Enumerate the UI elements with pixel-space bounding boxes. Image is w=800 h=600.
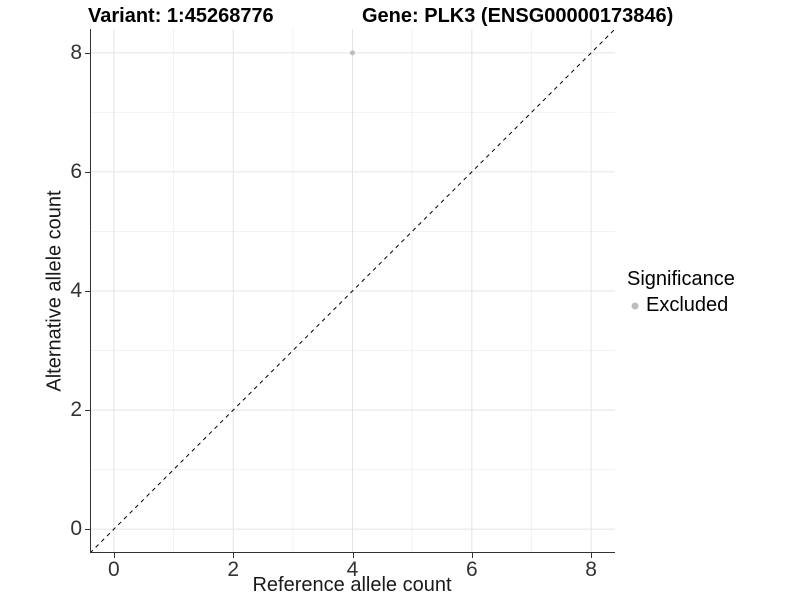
y-tick-mark [85, 291, 90, 292]
y-tick-mark [85, 171, 90, 173]
x-tick-mark [591, 553, 593, 558]
identity-reference-line [90, 29, 615, 553]
x-tick-mark [113, 553, 115, 558]
x-tick-label: 2 [227, 558, 240, 581]
plot-canvas [90, 29, 615, 553]
y-tick-label: 4 [70, 279, 82, 302]
legend: Significance Excluded [627, 268, 735, 317]
legend-title: Significance [627, 268, 735, 290]
y-tick-label: 8 [70, 40, 82, 64]
excluded-point-icon [631, 302, 639, 309]
x-axis-label: Reference allele count [252, 574, 452, 596]
x-tick-mark [471, 553, 473, 558]
data-point-excluded [350, 50, 355, 56]
legend-item-label: Excluded [646, 294, 729, 316]
y-tick-label: 0 [70, 517, 82, 541]
plot-title-gene: Gene: PLK3 (ENSG00000173846) [362, 5, 674, 27]
x-tick-mark [233, 553, 235, 558]
plot-title-variant: Variant: 1:45268776 [88, 5, 274, 27]
x-tick-label: 4 [346, 558, 359, 581]
y-tick-mark [85, 52, 90, 54]
plot-panel [90, 29, 615, 553]
y-tick-label: 2 [70, 398, 82, 422]
x-tick-label: 8 [585, 558, 597, 581]
x-tick-mark [352, 553, 354, 558]
y-tick-mark [85, 529, 90, 531]
legend-key [627, 298, 643, 314]
x-tick-label: 6 [465, 558, 478, 581]
y-tick-label: 6 [70, 159, 82, 183]
y-axis-label: Alternative allele count [43, 190, 66, 392]
legend-item-excluded: Excluded [627, 294, 735, 317]
x-tick-label: 0 [108, 558, 120, 581]
y-tick-mark [85, 410, 90, 412]
